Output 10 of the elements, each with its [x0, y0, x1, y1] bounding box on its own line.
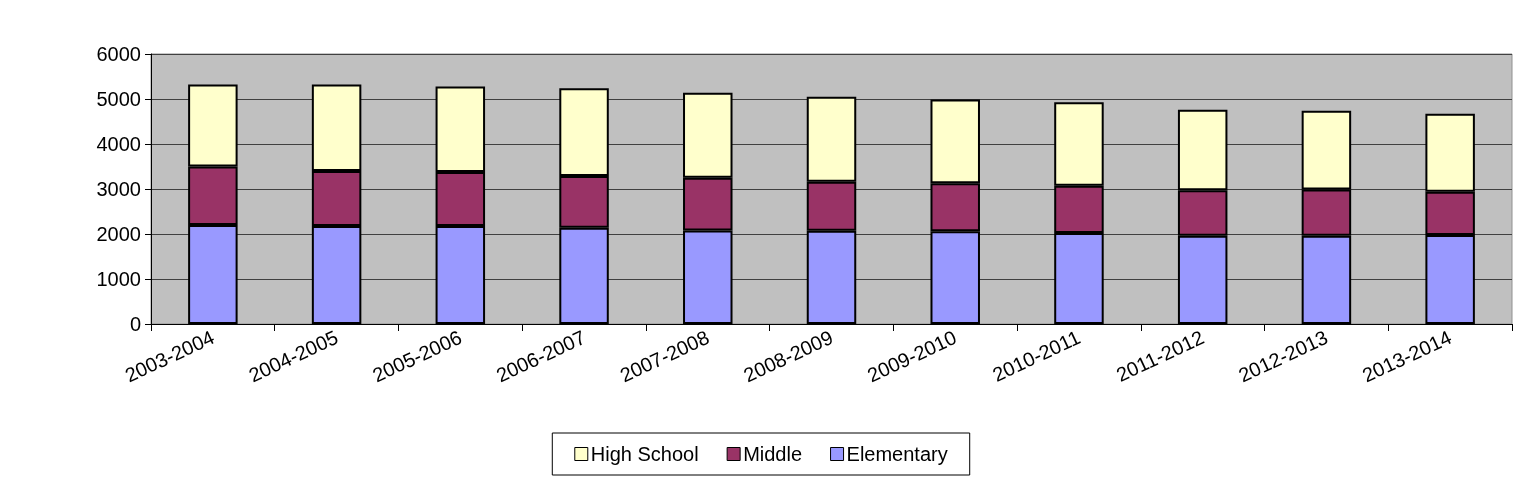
y-tick-label: 3000	[96, 178, 141, 200]
legend-label: Elementary	[846, 443, 948, 465]
y-tick-label: 0	[129, 313, 141, 335]
legend-label: Middle	[743, 443, 803, 465]
y-tick-label: 6000	[96, 43, 141, 65]
y-tick-label: 1000	[96, 268, 141, 290]
y-tick-label: 2000	[96, 223, 141, 245]
y-tick-label: 4000	[96, 133, 141, 155]
legend-label: High School	[590, 443, 699, 465]
y-tick-label: 5000	[96, 88, 141, 110]
